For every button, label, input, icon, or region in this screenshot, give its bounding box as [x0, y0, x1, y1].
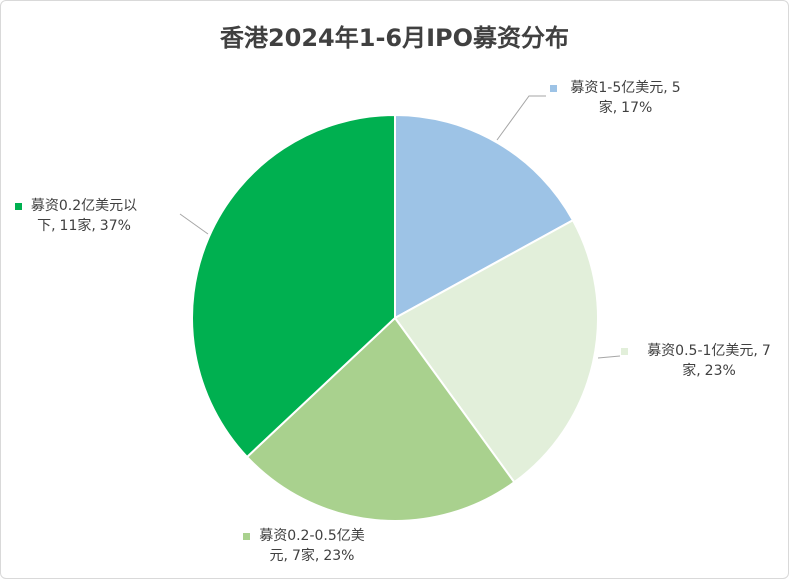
value-label: 23% [323, 548, 355, 564]
label-marker [243, 533, 250, 540]
slice [245, 316, 516, 522]
count-label: 5家, [598, 80, 681, 116]
slice [394, 113, 575, 320]
leader-line [597, 355, 621, 359]
category-label: 募资0.2亿美元以下, [30, 198, 138, 234]
data-label: 募资0.2-0.5亿美元, 7家, 23% [243, 526, 368, 566]
count-label: 11家, [59, 218, 96, 234]
label-marker [15, 203, 22, 210]
pie [191, 113, 599, 522]
leader-line [496, 95, 546, 141]
data-label: 募资1-5亿美元, 5家, 17% [550, 78, 688, 118]
category-label: 募资1-5亿美元, [570, 80, 668, 96]
chart-title: 香港2024年1-6月IPO募资分布 [219, 24, 570, 52]
count-label: 7家, [291, 548, 320, 564]
label-marker [621, 348, 628, 355]
count-label: 7家, [682, 343, 771, 379]
value-label: 17% [621, 100, 653, 116]
slice [393, 218, 599, 484]
value-label: 23% [704, 363, 736, 379]
data-label: 募资0.2亿美元以下, 11家, 37% [15, 196, 140, 236]
leader-line [179, 213, 209, 235]
category-label: 募资0.2-0.5亿美元, [259, 528, 365, 564]
value-label: 37% [99, 218, 131, 234]
data-label: 募资0.5-1亿美元, 7家, 23% [621, 341, 784, 381]
category-label: 募资0.5-1亿美元, [647, 343, 758, 359]
slice [191, 113, 396, 459]
label-marker [550, 85, 557, 92]
